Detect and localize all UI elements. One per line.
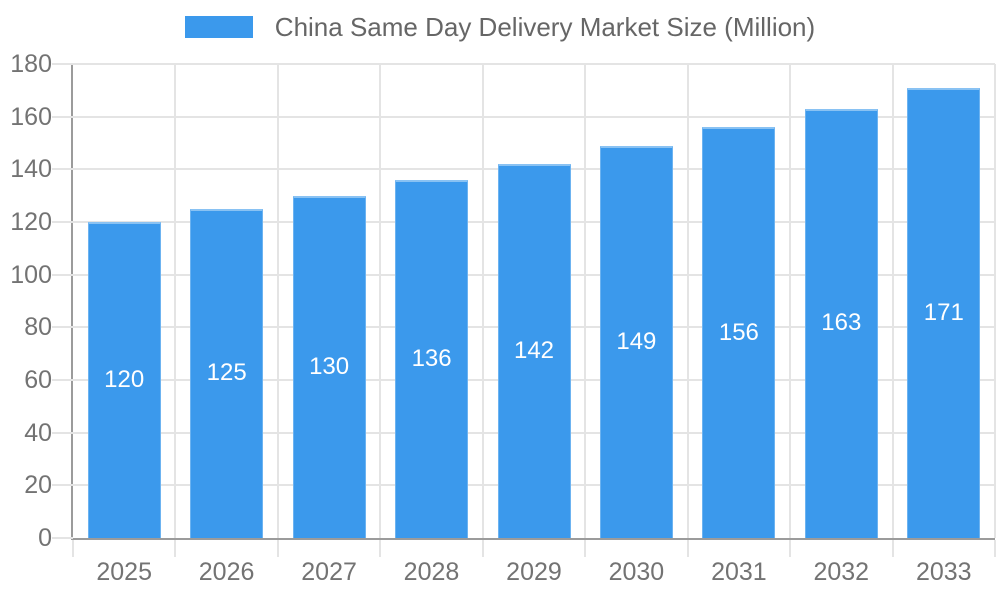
x-axis-line xyxy=(71,538,995,540)
gridline-v xyxy=(276,64,279,538)
bar xyxy=(497,164,571,538)
bar xyxy=(907,87,981,538)
y-tick xyxy=(52,168,73,171)
gridline-v xyxy=(481,64,484,538)
gridline-v xyxy=(174,64,177,538)
bar xyxy=(292,195,366,538)
y-tick-label: 20 xyxy=(24,471,52,500)
y-tick xyxy=(52,431,73,434)
bar-value-label: 171 xyxy=(923,298,964,326)
x-tick-label: 2033 xyxy=(915,558,972,586)
bar-value-label: 125 xyxy=(206,359,247,387)
y-tick xyxy=(52,273,73,276)
x-tick xyxy=(789,540,792,557)
legend-label: China Same Day Delivery Market Size (Mil… xyxy=(274,11,816,42)
y-tick xyxy=(52,537,73,539)
x-tick xyxy=(686,540,689,557)
x-tick xyxy=(891,540,894,557)
y-tick-label: 180 xyxy=(10,50,52,78)
x-tick xyxy=(72,540,74,557)
x-tick xyxy=(481,540,484,557)
x-tick-label: 2025 xyxy=(96,558,152,586)
x-tick-label: 2032 xyxy=(813,558,870,586)
y-tick-label: 60 xyxy=(24,366,52,394)
bar xyxy=(702,127,776,538)
x-tick xyxy=(379,540,382,557)
legend-swatch xyxy=(184,16,253,38)
x-tick xyxy=(584,540,587,557)
bar xyxy=(87,222,161,538)
gridline-v xyxy=(686,64,689,538)
gridline-h xyxy=(73,115,995,118)
bar-value-label: 136 xyxy=(411,344,452,372)
y-tick xyxy=(52,63,73,65)
x-tick xyxy=(276,540,279,557)
x-tick xyxy=(174,540,177,557)
y-tick-label: 40 xyxy=(24,418,52,447)
gridline-v xyxy=(994,64,996,538)
y-tick xyxy=(52,484,73,487)
y-tick-label: 100 xyxy=(10,260,52,289)
y-axis-line xyxy=(71,64,73,540)
y-tick-label: 0 xyxy=(38,524,52,552)
gridline-v xyxy=(789,64,792,538)
x-tick-label: 2028 xyxy=(403,558,460,586)
gridline-h xyxy=(73,63,995,65)
y-tick xyxy=(52,379,73,381)
x-tick xyxy=(994,540,996,557)
gridline-v xyxy=(891,64,894,538)
y-tick xyxy=(52,115,73,118)
y-tick-label: 160 xyxy=(10,102,52,131)
bar-value-label: 149 xyxy=(616,327,657,355)
x-tick-label: 2030 xyxy=(608,558,665,586)
bar-value-label: 163 xyxy=(821,309,862,337)
x-tick-label: 2027 xyxy=(301,558,357,586)
chart-legend: China Same Day Delivery Market Size (Mil… xyxy=(0,9,1000,45)
bar-value-label: 120 xyxy=(104,366,145,393)
y-tick xyxy=(52,326,73,329)
bar xyxy=(599,145,673,538)
bar-value-label: 142 xyxy=(513,337,555,364)
y-tick xyxy=(52,221,73,223)
bar xyxy=(395,179,469,538)
x-tick-label: 2031 xyxy=(711,558,767,586)
bar xyxy=(190,208,264,538)
bar-value-label: 156 xyxy=(718,318,759,346)
gridline-v xyxy=(584,64,587,538)
bar xyxy=(804,108,878,538)
bar-value-label: 130 xyxy=(309,352,350,380)
y-tick-label: 80 xyxy=(24,313,52,342)
x-tick-label: 2026 xyxy=(198,558,255,586)
x-tick-label: 2029 xyxy=(506,558,562,586)
y-tick-label: 140 xyxy=(10,155,52,184)
y-tick-label: 120 xyxy=(10,208,52,236)
gridline-v xyxy=(379,64,382,538)
